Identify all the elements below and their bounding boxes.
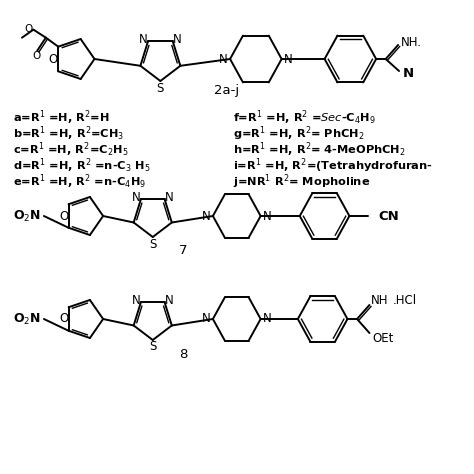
Text: j=NR$^1$ R$^2$= Mopholine: j=NR$^1$ R$^2$= Mopholine: [233, 173, 370, 191]
Text: 8: 8: [179, 347, 188, 361]
Text: S: S: [157, 82, 164, 94]
Text: O$_2$N: O$_2$N: [13, 311, 41, 327]
Text: N: N: [403, 66, 414, 80]
Text: O: O: [25, 24, 33, 34]
Text: O: O: [48, 53, 57, 65]
Text: d=R$^1$ =H, R$^2$ =n-C$_3$ H$_5$: d=R$^1$ =H, R$^2$ =n-C$_3$ H$_5$: [13, 157, 151, 175]
Text: f=R$^1$ =H, R$^2$ =$\it{Sec}$-C$_4$H$_9$: f=R$^1$ =H, R$^2$ =$\it{Sec}$-C$_4$H$_9$: [233, 109, 376, 128]
Text: N: N: [263, 312, 272, 326]
Text: i=R$^1$ =H, R$^2$=(Tetrahydrofuran-: i=R$^1$ =H, R$^2$=(Tetrahydrofuran-: [233, 157, 433, 175]
Text: O: O: [59, 312, 68, 326]
Text: e=R$^1$ =H, R$^2$ =n-C$_4$H$_9$: e=R$^1$ =H, R$^2$ =n-C$_4$H$_9$: [13, 173, 146, 191]
Text: OEt: OEt: [372, 331, 394, 345]
Text: b=R$^1$ =H, R$^2$=CH$_3$: b=R$^1$ =H, R$^2$=CH$_3$: [13, 125, 125, 143]
Text: c=R$^1$ =H, R$^2$=C$_2$H$_5$: c=R$^1$ =H, R$^2$=C$_2$H$_5$: [13, 141, 129, 159]
Text: N: N: [165, 191, 173, 203]
Text: 2a-j: 2a-j: [214, 83, 239, 97]
Text: g=R$^1$ =H, R$^2$= PhCH$_2$: g=R$^1$ =H, R$^2$= PhCH$_2$: [233, 125, 365, 143]
Text: N: N: [132, 191, 141, 203]
Text: h=R$^1$ =H, R$^2$= 4-MeOPhCH$_2$: h=R$^1$ =H, R$^2$= 4-MeOPhCH$_2$: [233, 141, 406, 159]
Text: O: O: [59, 210, 68, 222]
Text: .HCl: .HCl: [392, 293, 417, 307]
Text: S: S: [149, 237, 156, 250]
Text: 7: 7: [179, 244, 188, 256]
Text: S: S: [149, 340, 156, 354]
Text: N: N: [132, 293, 141, 307]
Text: N: N: [219, 53, 228, 65]
Text: NH.: NH.: [401, 36, 422, 48]
Text: N: N: [202, 210, 210, 222]
Text: N: N: [165, 293, 173, 307]
Text: N: N: [263, 210, 272, 222]
Text: NH: NH: [371, 294, 389, 308]
Text: N: N: [139, 33, 147, 46]
Text: N: N: [202, 312, 210, 326]
Text: N: N: [173, 33, 182, 46]
Text: O$_2$N: O$_2$N: [13, 209, 41, 224]
Text: CN: CN: [378, 210, 399, 222]
Text: O: O: [32, 51, 40, 61]
Text: a=R$^1$ =H, R$^2$=H: a=R$^1$ =H, R$^2$=H: [13, 109, 110, 128]
Text: N: N: [284, 53, 292, 65]
